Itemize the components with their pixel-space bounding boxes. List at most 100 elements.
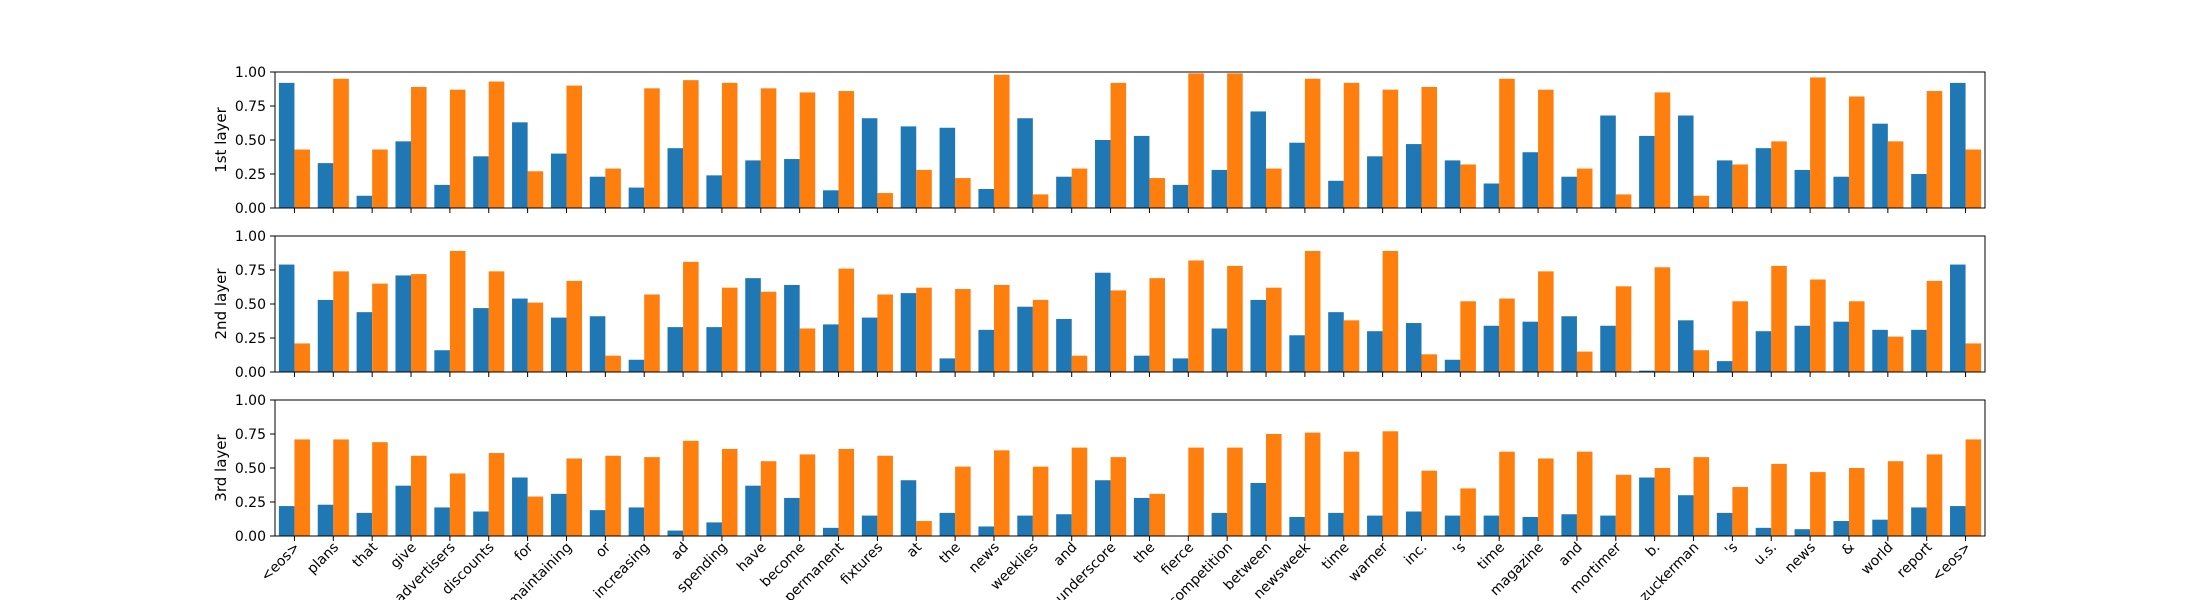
y-tick-label: 0.50 — [235, 297, 266, 313]
bar — [1794, 325, 1811, 372]
bar — [760, 291, 777, 372]
bar — [1872, 329, 1888, 372]
bar — [1810, 77, 1826, 208]
bar — [449, 89, 466, 208]
bar — [317, 504, 334, 536]
bar — [1304, 250, 1321, 372]
bar — [838, 268, 855, 372]
bar — [1289, 516, 1305, 536]
bar — [1677, 320, 1694, 372]
bar — [317, 163, 334, 208]
bar — [838, 448, 855, 536]
bar — [1188, 447, 1204, 536]
bar — [1172, 358, 1189, 372]
bar — [1576, 451, 1593, 536]
bar — [745, 160, 761, 208]
bar — [1071, 168, 1088, 208]
bar — [589, 176, 606, 208]
bar — [1188, 260, 1204, 372]
bar — [1732, 487, 1748, 536]
first-panel: 0.00 0.25 0.50 0.75 1.00 1st layer — [212, 65, 1986, 217]
bar — [916, 287, 932, 372]
y-tick-label: 1.00 — [235, 229, 266, 245]
y-tick-label: 0.50 — [235, 133, 266, 149]
bar — [1926, 91, 1943, 208]
bar — [1576, 168, 1593, 208]
bar — [667, 327, 684, 372]
bar — [1095, 272, 1111, 372]
bar — [1615, 286, 1632, 372]
bar — [978, 329, 994, 372]
bar — [822, 190, 839, 208]
bar — [1693, 195, 1710, 208]
bar — [1444, 359, 1461, 372]
bar — [1833, 321, 1849, 372]
bar — [1538, 89, 1554, 208]
bar — [395, 275, 412, 372]
bar — [527, 302, 544, 372]
bar — [900, 480, 917, 536]
bar — [1460, 488, 1476, 536]
bar — [333, 439, 349, 536]
bar — [1032, 194, 1049, 208]
bar — [1367, 156, 1383, 208]
bar — [566, 85, 583, 208]
bar — [1600, 515, 1616, 536]
bar — [1328, 180, 1344, 208]
bar — [1483, 325, 1500, 372]
bar — [473, 156, 489, 208]
bar — [1071, 447, 1088, 536]
bar — [799, 328, 816, 372]
bar — [877, 294, 893, 372]
bar — [1833, 521, 1849, 536]
bar — [1911, 329, 1927, 372]
bar — [1095, 140, 1111, 208]
bar — [1032, 299, 1049, 372]
bar — [861, 317, 878, 372]
bar — [939, 512, 956, 536]
bar — [434, 184, 450, 208]
bar — [1382, 250, 1399, 372]
bar — [473, 308, 489, 372]
bar — [1227, 73, 1243, 208]
bar — [916, 521, 932, 536]
bar — [1848, 468, 1865, 536]
bar — [1227, 447, 1243, 536]
bar — [1172, 184, 1189, 208]
bar — [1110, 82, 1127, 208]
y-tick-label: 0.25 — [235, 167, 266, 183]
bar — [760, 88, 777, 208]
bar — [333, 271, 349, 372]
bar — [939, 358, 956, 372]
bar — [1133, 497, 1150, 536]
bar — [317, 299, 334, 372]
bar — [488, 271, 505, 372]
bar — [706, 522, 722, 536]
bar — [1965, 149, 1982, 208]
bar — [566, 280, 583, 372]
bar — [1716, 160, 1733, 208]
bar — [1328, 512, 1344, 536]
bar — [1965, 439, 1982, 536]
bar — [1926, 280, 1943, 372]
bar — [1343, 451, 1360, 536]
bar — [1615, 474, 1632, 536]
bar — [1576, 351, 1593, 372]
bar — [993, 450, 1010, 536]
bar — [1095, 480, 1111, 536]
bar — [683, 440, 699, 536]
bar — [1755, 331, 1772, 372]
bar — [745, 278, 761, 372]
bar — [683, 80, 699, 208]
bar — [1149, 493, 1165, 536]
y-tick-label: 0.25 — [235, 495, 266, 511]
y-tick-label: 0.00 — [235, 529, 266, 545]
bar — [644, 88, 660, 208]
bar — [1421, 354, 1438, 372]
bar — [1716, 512, 1733, 536]
bar — [1304, 432, 1321, 536]
bar — [1965, 343, 1982, 372]
bar — [1499, 78, 1515, 208]
bar — [1211, 512, 1228, 536]
